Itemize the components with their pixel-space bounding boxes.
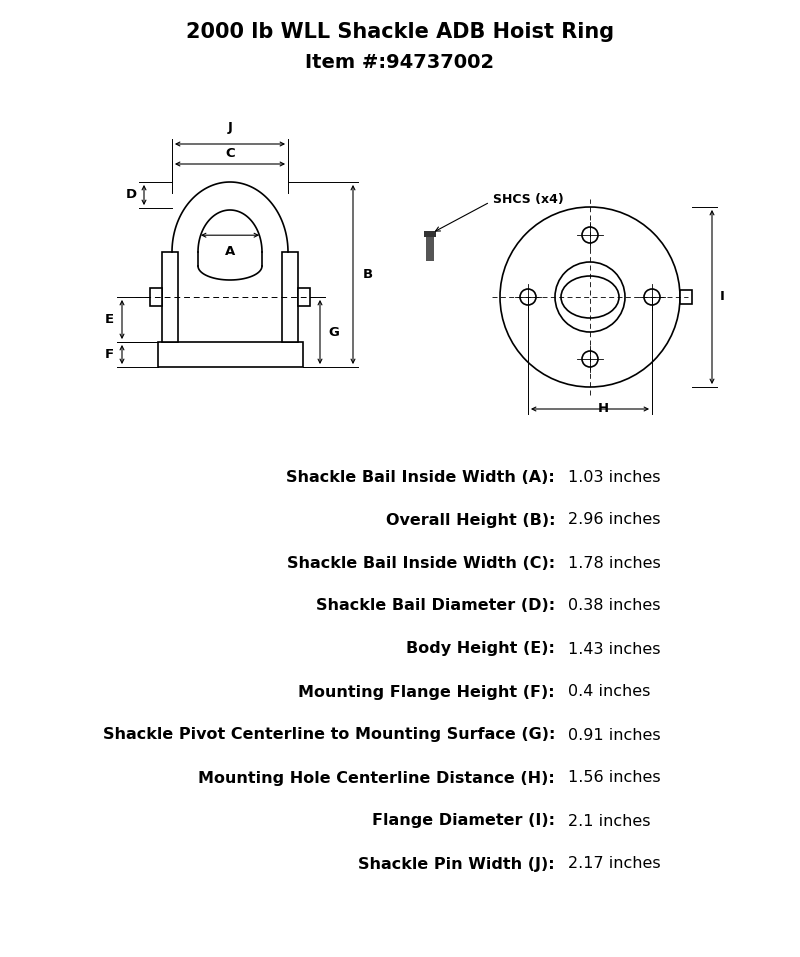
- Text: 0.4 inches: 0.4 inches: [568, 684, 650, 700]
- Text: F: F: [105, 348, 114, 361]
- Text: Shackle Pin Width (J):: Shackle Pin Width (J):: [358, 857, 555, 872]
- Bar: [158, 342, 302, 367]
- Circle shape: [500, 207, 680, 387]
- Circle shape: [555, 262, 625, 332]
- Text: C: C: [225, 147, 235, 160]
- Text: 1.78 inches: 1.78 inches: [568, 555, 661, 570]
- Bar: [426, 237, 434, 261]
- Text: B: B: [363, 268, 373, 281]
- Text: 1.56 inches: 1.56 inches: [568, 770, 661, 786]
- Text: Mounting Hole Centerline Distance (H):: Mounting Hole Centerline Distance (H):: [198, 770, 555, 786]
- Text: 1.43 inches: 1.43 inches: [568, 641, 661, 657]
- Text: 1.03 inches: 1.03 inches: [568, 470, 661, 484]
- Text: 2.17 inches: 2.17 inches: [568, 857, 661, 872]
- Text: Item #:94737002: Item #:94737002: [306, 53, 494, 72]
- Text: Shackle Bail Inside Width (A):: Shackle Bail Inside Width (A):: [286, 470, 555, 484]
- Text: Body Height (E):: Body Height (E):: [406, 641, 555, 657]
- Text: D: D: [126, 189, 137, 202]
- Bar: [150, 288, 162, 306]
- Text: Shackle Bail Diameter (D):: Shackle Bail Diameter (D):: [316, 598, 555, 613]
- Bar: [424, 231, 436, 237]
- Text: SHCS (x4): SHCS (x4): [493, 192, 564, 206]
- Bar: [282, 252, 298, 342]
- Text: Mounting Flange Height (F):: Mounting Flange Height (F):: [298, 684, 555, 700]
- Text: G: G: [328, 325, 339, 339]
- Text: 2.1 inches: 2.1 inches: [568, 813, 650, 829]
- Text: 0.91 inches: 0.91 inches: [568, 727, 661, 743]
- Bar: [162, 252, 178, 342]
- Text: Flange Diameter (I):: Flange Diameter (I):: [372, 813, 555, 829]
- Ellipse shape: [561, 276, 619, 318]
- Text: Overall Height (B):: Overall Height (B):: [386, 513, 555, 527]
- Text: 0.38 inches: 0.38 inches: [568, 598, 661, 613]
- Circle shape: [644, 289, 660, 305]
- Bar: [298, 288, 310, 306]
- Text: 2.96 inches: 2.96 inches: [568, 513, 661, 527]
- Circle shape: [582, 351, 598, 367]
- Bar: [680, 290, 692, 304]
- Circle shape: [520, 289, 536, 305]
- Text: J: J: [227, 121, 233, 134]
- Text: A: A: [225, 245, 235, 258]
- Text: Shackle Bail Inside Width (C):: Shackle Bail Inside Width (C):: [287, 555, 555, 570]
- Circle shape: [582, 227, 598, 243]
- Text: I: I: [720, 291, 725, 303]
- Text: E: E: [105, 313, 114, 326]
- Text: Shackle Pivot Centerline to Mounting Surface (G):: Shackle Pivot Centerline to Mounting Sur…: [102, 727, 555, 743]
- Text: H: H: [598, 403, 609, 415]
- Text: 2000 lb WLL Shackle ADB Hoist Ring: 2000 lb WLL Shackle ADB Hoist Ring: [186, 22, 614, 42]
